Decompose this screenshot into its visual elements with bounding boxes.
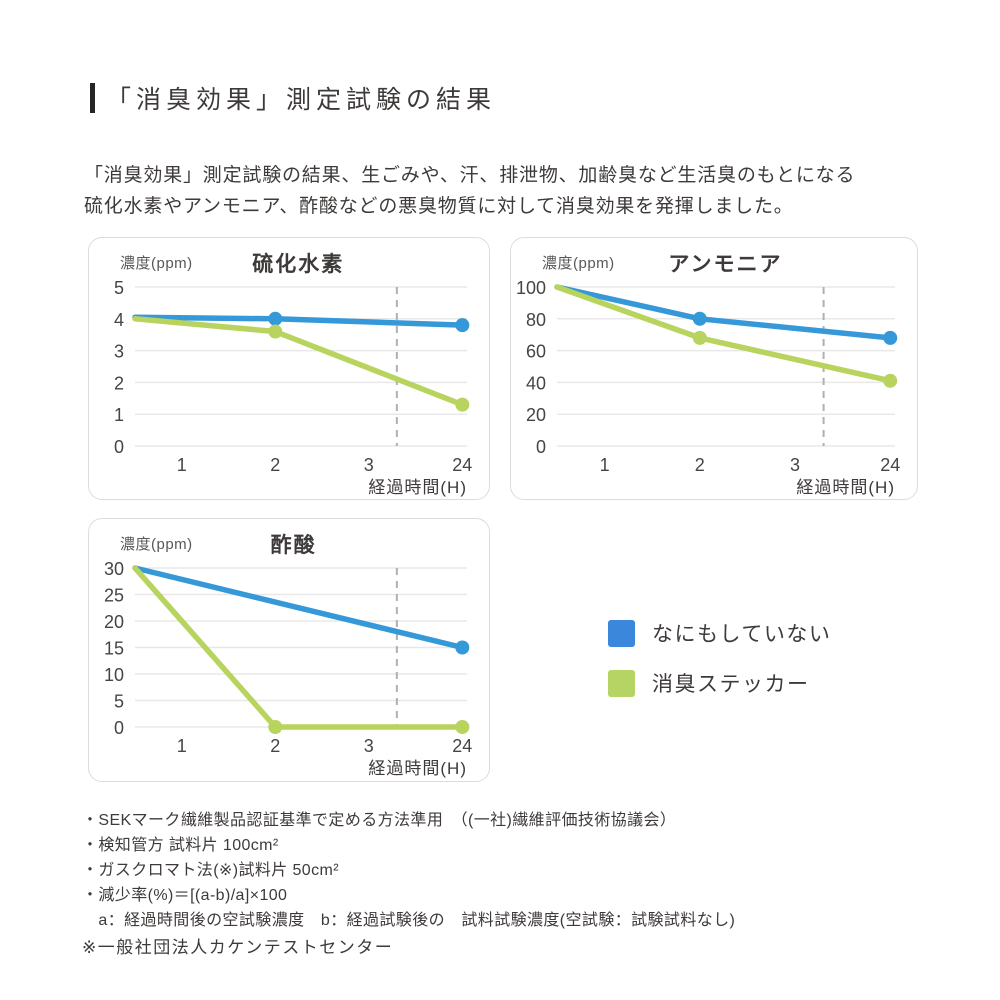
- svg-text:1: 1: [600, 455, 610, 475]
- chart-plot-acetic-acid: 0 5 10 15 20 25 30 1 2 3 24 経過時間(H): [104, 559, 472, 778]
- y-axis-unit-label: 濃度(ppm): [542, 255, 615, 272]
- chart-title-acetic-acid: 酢酸: [270, 534, 317, 557]
- svg-text:1: 1: [177, 736, 187, 756]
- legend-label-deodorant-sticker: 消臭ステッカー: [652, 673, 810, 696]
- svg-text:15: 15: [104, 639, 124, 659]
- svg-text:経過時間(H): 経過時間(H): [796, 478, 895, 497]
- svg-text:1: 1: [177, 455, 187, 475]
- chart-title-ammonia: アンモニア: [668, 253, 783, 276]
- agency-note: ※一般社団法人カケンテストセンター: [82, 938, 394, 957]
- chart-plot-ammonia: 0 20 40 60 80 100 1 2 3 24 経過時間(H): [516, 278, 900, 497]
- svg-text:20: 20: [526, 405, 546, 425]
- svg-text:20: 20: [104, 612, 124, 632]
- chart-title-hydrogen-sulfide: 硫化水素: [252, 253, 345, 276]
- svg-text:2: 2: [695, 455, 705, 475]
- svg-text:0: 0: [536, 437, 546, 457]
- svg-text:60: 60: [526, 342, 546, 362]
- svg-text:24: 24: [452, 455, 472, 475]
- svg-text:1: 1: [114, 405, 124, 425]
- legend: なにもしていない 消臭ステッカー: [608, 618, 831, 718]
- legend-swatch-deodorant-sticker: [608, 669, 635, 697]
- legend-swatch-untreated: [608, 619, 635, 647]
- footnote-reduction-formula: ・減少率(%)＝[(a-b)/a]×100: [82, 887, 288, 904]
- svg-text:3: 3: [364, 455, 374, 475]
- legend-item-untreated: なにもしていない: [608, 618, 831, 648]
- svg-text:3: 3: [364, 736, 374, 756]
- chart-panel-acetic-acid: 0 5 10 15 20 25 30 1 2 3 24 経過時間(H) 濃度(ppm) 酢酸: [88, 518, 490, 782]
- y-axis-unit-label: 濃度(ppm): [120, 255, 193, 272]
- svg-text:25: 25: [104, 586, 124, 606]
- svg-text:30: 30: [104, 559, 124, 579]
- footnote-method: ・SEKマーク繊維製品認証基準で定める方法準用 （(一社)繊維評価技術協議会）: [82, 812, 677, 829]
- chart-panel-ammonia: 0 20 40 60 80 100 1 2 3 24 経過時間(H) 濃度(ppm) アンモニア: [510, 237, 918, 500]
- svg-text:2: 2: [270, 455, 280, 475]
- page-title-row: 「消臭効果」測定試験の結果: [90, 80, 496, 116]
- y-axis-unit-label: 濃度(ppm): [120, 536, 193, 553]
- svg-text:3: 3: [114, 342, 124, 362]
- intro-paragraph: 「消臭効果」測定試験の結果、生ごみや、汗、排泄物、加齢臭など生活臭のもとになる …: [84, 165, 856, 217]
- page-title: 「消臭効果」測定試験の結果: [106, 86, 497, 114]
- svg-text:100: 100: [516, 278, 546, 298]
- chart-panel-hydrogen-sulfide: 0 1 2 3 4 5 1 2 3 24 経過時間(H) 濃度(ppm) 硫化水素: [88, 237, 490, 500]
- svg-text:経過時間(H): 経過時間(H): [368, 478, 467, 497]
- svg-text:80: 80: [526, 310, 546, 330]
- svg-text:4: 4: [114, 310, 124, 330]
- svg-text:2: 2: [270, 736, 280, 756]
- footnote-detector-tube: ・検知管方 試料片 100cm²: [82, 837, 279, 854]
- svg-text:0: 0: [114, 718, 124, 738]
- svg-text:10: 10: [104, 665, 124, 685]
- svg-text:3: 3: [790, 455, 800, 475]
- svg-text:2: 2: [114, 373, 124, 393]
- legend-label-untreated: なにもしていない: [652, 623, 832, 646]
- svg-text:24: 24: [880, 455, 900, 475]
- footnote-gas-chromatography: ・ガスクロマト法(※)試料片 50cm²: [82, 862, 339, 879]
- svg-text:5: 5: [114, 692, 124, 712]
- svg-text:0: 0: [114, 437, 124, 457]
- chart-plot-hydrogen-sulfide: 0 1 2 3 4 5 1 2 3 24 経過時間(H): [114, 278, 472, 497]
- svg-text:5: 5: [114, 278, 124, 298]
- footnotes: ・SEKマーク繊維製品認証基準で定める方法準用 （(一社)繊維評価技術協議会） …: [82, 808, 735, 933]
- svg-text:24: 24: [452, 736, 472, 756]
- footnote-formula-variables: a：経過時間後の空試験濃度 b：経過試験後の 試料試験濃度(空試験：試験試料なし…: [82, 912, 736, 929]
- title-accent-bar: [90, 83, 95, 113]
- svg-text:40: 40: [526, 373, 546, 393]
- legend-item-deodorant-sticker: 消臭ステッカー: [608, 668, 831, 698]
- svg-text:経過時間(H): 経過時間(H): [368, 759, 467, 778]
